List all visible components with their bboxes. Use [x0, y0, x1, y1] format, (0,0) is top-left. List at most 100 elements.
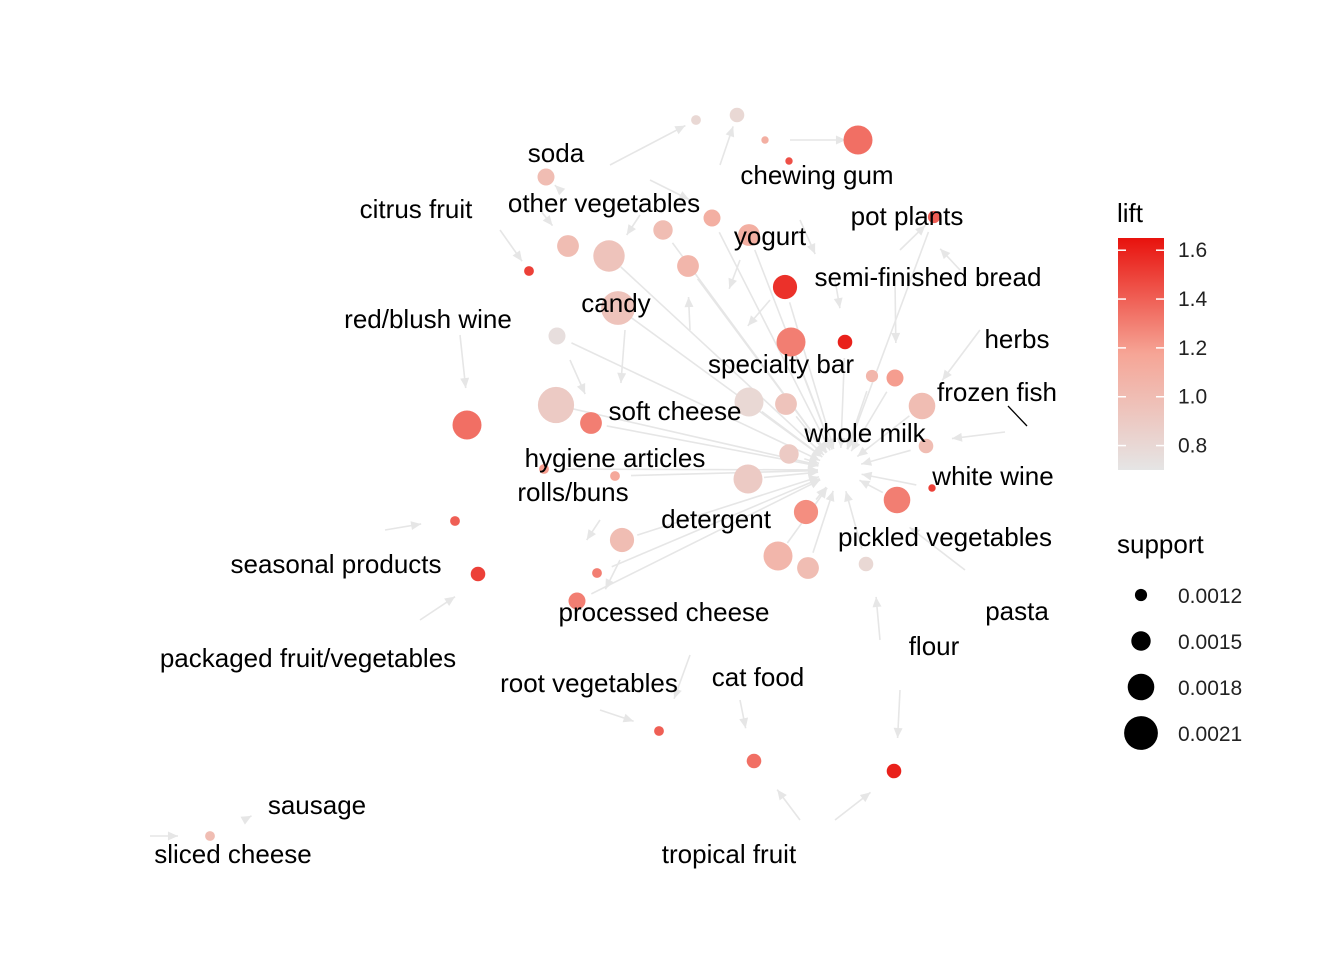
lift-tick-label: 1.2 [1178, 337, 1207, 360]
item-label: whole milk [803, 418, 926, 448]
rule-edge-arrowhead [809, 479, 821, 489]
item-label: pot plants [851, 201, 964, 231]
lift-tick-label: 1.4 [1178, 288, 1208, 311]
rule-edge [894, 279, 897, 344]
rule-edge [795, 356, 833, 450]
rule-node [738, 224, 760, 246]
support-key-circle [1134, 588, 1148, 602]
rule-edge-arrowhead [872, 596, 882, 608]
rule-edge-arrowhead [813, 444, 824, 456]
lift-tick-label: 1.0 [1178, 386, 1207, 409]
rule-edge-arrowhead [167, 831, 178, 841]
rule-edge-arrowhead [240, 815, 252, 825]
support-legend: support 0.0012 0.0015 0.0018 0.0021 [1117, 529, 1242, 750]
rule-edge [590, 479, 821, 595]
rule-node [601, 291, 635, 325]
rule-edge-arrowhead [951, 432, 963, 442]
rule-edge-arrowhead [824, 438, 833, 450]
lift-tick-label: 0.8 [1178, 435, 1207, 458]
item-label: candy [581, 288, 650, 318]
rule-node [908, 392, 936, 420]
rule-edge-arrowhead [857, 446, 869, 457]
rule-edge [941, 329, 981, 381]
support-key-label: 0.0021 [1178, 723, 1242, 746]
item-label: packaged fruit/vegetables [160, 643, 456, 673]
rule-edge [909, 526, 966, 571]
rule-edge-arrowhead [861, 471, 873, 481]
rule-node [797, 557, 819, 579]
rule-node [928, 484, 936, 492]
rule-node [593, 240, 625, 272]
rule-edge [696, 278, 828, 453]
rule-node [557, 235, 579, 257]
rule-edge-arrowhead [811, 447, 823, 457]
rule-node [865, 369, 879, 383]
rule-node [470, 566, 486, 582]
label-leader-line [1007, 405, 1028, 427]
rule-edge-arrowhead [747, 315, 758, 326]
rule-node [609, 527, 635, 553]
item-label: red/blush wine [344, 304, 512, 334]
rule-node [785, 157, 793, 165]
rule-edge [788, 302, 835, 450]
rule-node [772, 274, 798, 300]
rule-edge [611, 477, 821, 568]
rule-edge-arrowhead [909, 527, 921, 537]
rule-edge-arrowhead [835, 135, 846, 145]
rule-node [568, 592, 586, 610]
rule-edge-arrowhead [825, 490, 835, 502]
rule-edge-arrowhead [806, 243, 816, 255]
rule-edge-arrowhead [851, 440, 861, 452]
rule-node [539, 464, 549, 474]
rule-edge [846, 231, 930, 450]
lift-legend: lift 1.6 1.4 1.2 1.0 0.8 [1117, 198, 1208, 470]
item-label: flour [909, 631, 960, 661]
rule-node [886, 763, 902, 779]
item-label: root vegetables [500, 668, 678, 698]
rule-edge-arrowhead [678, 191, 690, 200]
rule-edge [856, 415, 910, 458]
item-label: specialty bar [708, 349, 854, 379]
rule-node [592, 568, 602, 578]
rule-edge-arrowhead [725, 126, 735, 138]
rule-node [883, 486, 911, 514]
edge-layer [150, 124, 1006, 841]
rule-node [580, 412, 602, 434]
rule-node [776, 327, 806, 357]
lift-legend-title: lift [1117, 198, 1144, 228]
rule-node [537, 168, 555, 186]
rule-edge [718, 231, 831, 451]
rule-node [537, 386, 575, 424]
rule-edge-arrowhead [728, 277, 737, 289]
rule-edge-arrowhead [816, 442, 827, 453]
rule-node [610, 471, 620, 481]
support-key-circle [1131, 631, 1151, 651]
rule-edge-arrowhead [859, 480, 871, 489]
rule-node [654, 726, 664, 736]
item-label: pasta [985, 596, 1049, 626]
item-label: seasonal products [230, 549, 441, 579]
item-label: hygiene articles [525, 443, 706, 473]
rule-node [524, 266, 534, 276]
rule-node [734, 387, 764, 417]
rule-edge [761, 410, 823, 458]
rule-edge-arrowhead [836, 437, 846, 449]
rule-node [548, 327, 566, 345]
rule-edge-arrowhead [586, 529, 596, 541]
rule-node [779, 444, 799, 464]
item-label: frozen fish [937, 377, 1057, 407]
rule-node [918, 438, 934, 454]
item-label: pickled vegetables [838, 522, 1052, 552]
lift-tick-label: 1.6 [1178, 239, 1207, 262]
rule-node [653, 220, 673, 240]
rule-node [703, 209, 721, 227]
rule-edge-arrowhead [777, 789, 787, 801]
rule-node [775, 393, 797, 415]
rule-edge-arrowhead [622, 713, 634, 723]
rule-edge-arrowhead [739, 717, 749, 729]
rule-edge [846, 390, 868, 450]
item-label: tropical fruit [662, 839, 797, 869]
rule-node [793, 499, 819, 525]
rule-edge-arrowhead [844, 491, 853, 503]
